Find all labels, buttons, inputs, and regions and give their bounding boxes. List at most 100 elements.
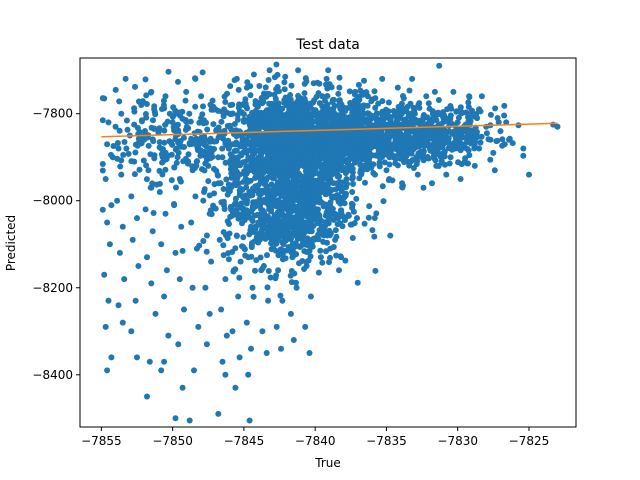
data-point [192, 103, 199, 110]
data-point [387, 232, 394, 239]
data-point [313, 192, 320, 199]
data-point [135, 98, 142, 105]
data-point [289, 178, 296, 185]
data-point [386, 161, 393, 168]
data-point [313, 93, 320, 100]
data-point [366, 203, 373, 210]
data-point [262, 225, 269, 232]
data-point [252, 199, 258, 206]
data-point [372, 135, 379, 142]
data-point [310, 182, 317, 189]
data-point [278, 205, 285, 212]
data-point [426, 132, 433, 139]
data-point [142, 128, 148, 134]
data-point [307, 192, 314, 199]
data-point [437, 121, 444, 128]
data-point [302, 109, 309, 116]
data-point [331, 210, 338, 217]
data-point [273, 272, 280, 279]
data-point [392, 111, 399, 118]
data-point [334, 171, 341, 178]
data-point [301, 266, 308, 272]
data-point [280, 219, 287, 226]
data-point [383, 132, 390, 139]
data-point [354, 279, 361, 286]
data-point [302, 241, 309, 248]
data-point [212, 205, 219, 212]
data-point [124, 126, 131, 133]
data-point [381, 115, 388, 122]
data-point [460, 141, 467, 148]
data-point [379, 75, 386, 82]
data-point [287, 150, 294, 157]
data-point [232, 179, 239, 186]
data-point [257, 254, 264, 261]
data-point [273, 323, 280, 330]
data-point [346, 114, 353, 121]
data-point [292, 153, 299, 160]
data-point [300, 198, 307, 205]
data-point [317, 254, 324, 261]
data-point [361, 89, 368, 96]
data-point [263, 350, 270, 356]
data-point [338, 133, 345, 139]
data-point [309, 165, 316, 172]
data-point [244, 179, 251, 186]
data-point [302, 323, 309, 330]
data-point [182, 126, 189, 133]
data-point [339, 179, 346, 186]
data-point [222, 371, 229, 378]
data-point [355, 81, 362, 88]
data-point [140, 157, 147, 164]
data-point [314, 161, 321, 168]
data-point [175, 149, 182, 156]
data-point [322, 97, 328, 104]
data-point [319, 103, 326, 110]
data-point [161, 139, 168, 146]
data-point [447, 103, 454, 109]
data-point [161, 127, 168, 134]
data-point [271, 91, 278, 98]
data-point [293, 131, 300, 138]
data-point [116, 249, 123, 256]
data-point [192, 75, 198, 82]
data-point [227, 102, 234, 109]
data-point [236, 354, 243, 361]
data-point [147, 151, 154, 158]
data-point [238, 152, 245, 159]
data-point [520, 152, 527, 159]
data-point [464, 160, 471, 167]
data-point [333, 252, 340, 259]
data-point [118, 171, 125, 178]
data-point [442, 161, 448, 168]
data-point [208, 258, 215, 265]
data-point [205, 178, 212, 185]
data-point [456, 136, 463, 143]
data-point [329, 99, 336, 105]
data-point [443, 171, 450, 178]
data-point [286, 194, 293, 201]
data-point [246, 417, 253, 424]
data-point [357, 169, 364, 176]
data-point [250, 146, 257, 153]
data-point [282, 73, 289, 80]
data-point [227, 83, 234, 90]
data-point [483, 130, 490, 137]
data-point [123, 145, 130, 152]
data-point [273, 199, 280, 206]
data-point [425, 100, 432, 107]
data-point [381, 159, 388, 166]
data-point [230, 174, 237, 181]
data-point [387, 114, 394, 120]
data-point [442, 118, 449, 125]
data-point [335, 90, 342, 97]
data-point [417, 127, 424, 134]
data-point [254, 156, 261, 163]
data-point [229, 160, 236, 167]
data-point [259, 100, 266, 107]
data-point [278, 345, 284, 352]
data-point [183, 88, 190, 95]
data-point [298, 114, 305, 121]
data-point [350, 105, 356, 111]
data-point [116, 127, 123, 134]
